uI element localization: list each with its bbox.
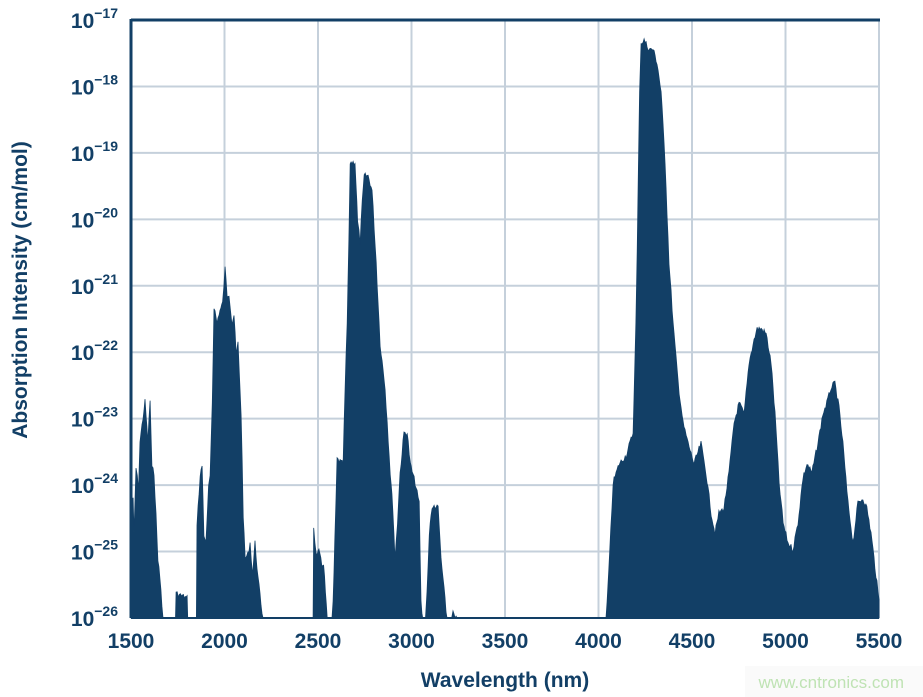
x-tick-label: 5000 <box>762 630 809 653</box>
y-tick-base: 10 <box>71 342 94 365</box>
y-tick-label: 10−23 <box>71 404 118 432</box>
y-tick-label: 10−17 <box>71 5 118 33</box>
y-tick-base: 10 <box>71 276 94 299</box>
y-tick-base: 10 <box>71 10 94 33</box>
x-tick-label: 3500 <box>482 630 529 653</box>
grid <box>130 19 880 619</box>
y-axis-label: Absorption Intensity (cm/mol) <box>9 141 32 439</box>
x-tick-label: 4000 <box>575 630 622 653</box>
y-tick-base: 10 <box>71 475 94 498</box>
y-tick-base: 10 <box>71 409 94 432</box>
y-tick-exponent: −24 <box>94 470 118 486</box>
x-tick-label: 2000 <box>201 630 248 653</box>
y-tick-exponent: −20 <box>94 204 118 220</box>
x-tick-label: 2500 <box>295 630 342 653</box>
watermark: www.cntronics.com <box>758 673 904 692</box>
y-tick-exponent: −19 <box>94 138 118 154</box>
x-tick-label: 4500 <box>669 630 716 653</box>
y-tick-label: 10−25 <box>71 537 118 565</box>
x-tick-label: 1500 <box>108 630 155 653</box>
y-tick-exponent: −26 <box>94 603 118 619</box>
y-tick-label: 10−19 <box>71 138 118 166</box>
y-tick-base: 10 <box>71 608 94 631</box>
y-tick-label: 10−18 <box>71 71 118 99</box>
y-tick-base: 10 <box>71 209 94 232</box>
y-tick-exponent: −22 <box>94 337 118 353</box>
plot-frame <box>129 18 880 619</box>
y-tick-label: 10−21 <box>71 271 118 299</box>
y-tick-label: 10−24 <box>71 470 118 498</box>
y-tick-exponent: −18 <box>94 71 118 87</box>
x-axis-label: Wavelength (nm) <box>421 669 589 692</box>
y-tick-label: 10−20 <box>71 204 118 232</box>
y-tick-labels: 10−1710−1810−1910−2010−2110−2210−2310−24… <box>71 5 118 631</box>
x-tick-labels: 1500 2000 2500 3000 3500 4000 4500 5000 5500 <box>108 630 903 653</box>
y-tick-exponent: −17 <box>94 5 118 21</box>
y-tick-exponent: −21 <box>94 271 118 287</box>
y-tick-base: 10 <box>71 143 94 166</box>
watermark-bg <box>745 666 923 697</box>
x-tick-label: 3000 <box>388 630 435 653</box>
x-tick-label: 5500 <box>856 630 903 653</box>
y-tick-exponent: −25 <box>94 537 118 553</box>
y-tick-exponent: −23 <box>94 404 118 420</box>
y-tick-base: 10 <box>71 76 94 99</box>
y-tick-label: 10−26 <box>71 603 118 631</box>
y-tick-label: 10−22 <box>71 337 118 365</box>
y-tick-base: 10 <box>71 542 94 565</box>
